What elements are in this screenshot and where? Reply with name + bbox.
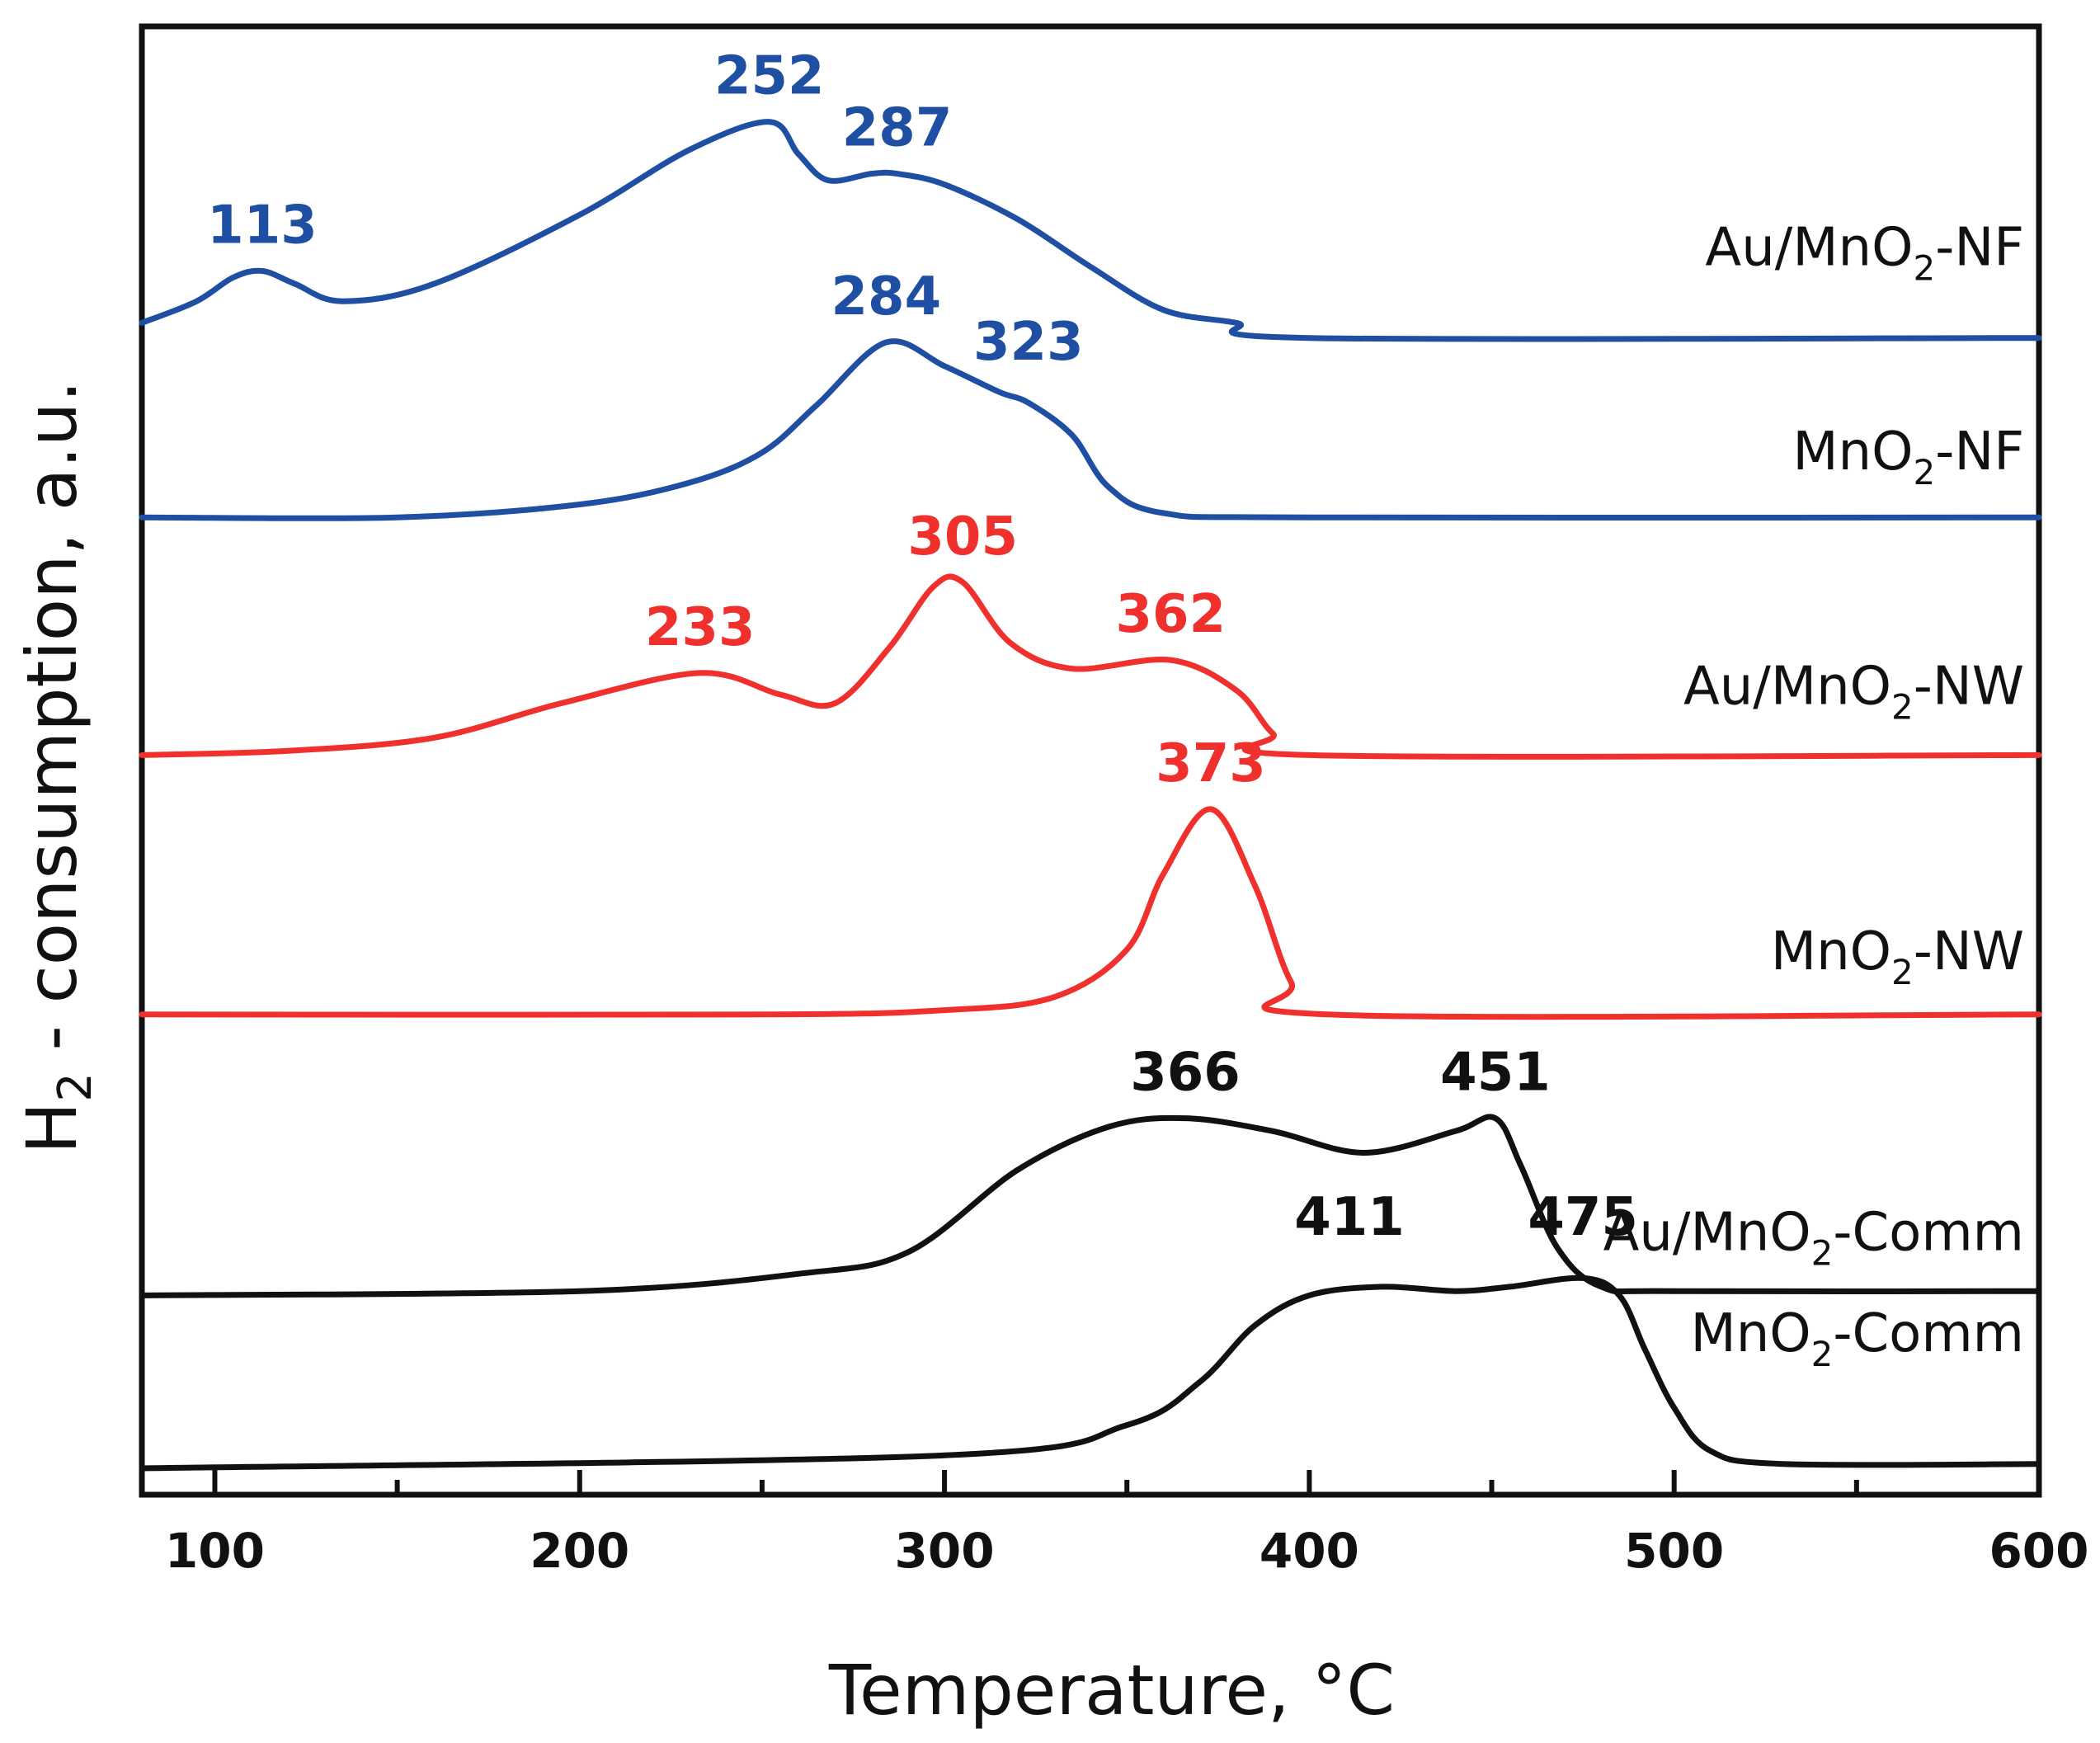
series-label-main: MnO [1690,1303,1810,1364]
series-label: MnO2-NF [1792,422,2024,492]
series-label-main: Au/MnO [1603,1202,1811,1263]
series-line-0 [139,119,2042,342]
series-curves [139,119,2042,1472]
series-line-1 [139,338,2042,521]
series-label: MnO2-Comm [1690,1303,2024,1374]
x-tick-label: 200 [530,1523,629,1579]
x-tick-label: 300 [895,1523,995,1579]
series-label-main: Au/MnO [1683,656,1891,717]
series-line-2 [139,573,2042,760]
y-axis-title: H2 - consumption, a.u. [12,380,102,1154]
series-label-rest: -NF [1935,217,2024,278]
series-label-main: MnO [1771,921,1891,982]
series-label-rest: -NW [1914,656,2024,717]
series-label-rest: -Comm [1833,1202,2024,1263]
x-tick-label: 600 [1989,1523,2088,1579]
plot-frame [139,23,2042,1498]
series-label-sub: 2 [1811,1334,1834,1374]
peak-label: 373 [1156,733,1266,794]
series-label-main: MnO [1792,422,1913,483]
peak-label: 411 [1294,1187,1405,1248]
series-label-sub: 2 [1913,247,1935,288]
peak-label: 366 [1130,1043,1241,1104]
series-label-sub: 2 [1891,686,1914,727]
series-line-4 [139,1114,2042,1298]
series-label-rest: -NW [1914,921,2024,982]
y-axis-title-sub: 2 [49,1072,102,1102]
peak-label: 451 [1440,1043,1551,1104]
peak-labels: 113 252 287 284 323 233 305 362 373 366 451 411 475 [207,46,1638,1248]
series-label-sub: 2 [1811,1232,1834,1273]
y-axis-title-main: H [12,1102,92,1154]
x-tick-label: 400 [1260,1523,1359,1579]
peak-label: 323 [973,312,1084,373]
peak-label: 287 [842,98,953,159]
y-axis-title-rest: - consumption, a.u. [12,380,92,1072]
peak-label: 305 [907,506,1018,568]
series-line-3 [139,806,2042,1020]
series-label-sub: 2 [1891,952,1914,992]
series-label-sub: 2 [1913,452,1935,492]
x-tick-label: 100 [165,1523,265,1579]
x-axis-ticks: 100 200 300 400 500 600 [165,1470,2089,1579]
series-label-main: Au/MnO [1705,217,1913,278]
peak-label: 233 [645,597,756,658]
x-tick-label: 500 [1624,1523,1724,1579]
series-label: Au/MnO2-NW [1683,656,2024,727]
peak-label: 252 [714,46,825,107]
x-axis-title: Temperature, °C [828,1650,1395,1731]
peak-label: 113 [207,195,318,257]
series-label-rest: -NF [1935,422,2024,483]
series-label-rest: -Comm [1833,1303,2024,1364]
peak-label: 284 [831,266,942,327]
peak-label: 362 [1116,584,1227,645]
series-label: Au/MnO2-Comm [1603,1202,2024,1273]
series-line-5 [139,1274,2042,1472]
series-label: MnO2-NW [1771,921,2024,992]
peak-label: 475 [1528,1187,1638,1248]
series-label: Au/MnO2-NF [1705,217,2024,288]
series-labels: Au/MnO2-NFMnO2-NFAu/MnO2-NWMnO2-NWAu/MnO… [1603,217,2024,1374]
